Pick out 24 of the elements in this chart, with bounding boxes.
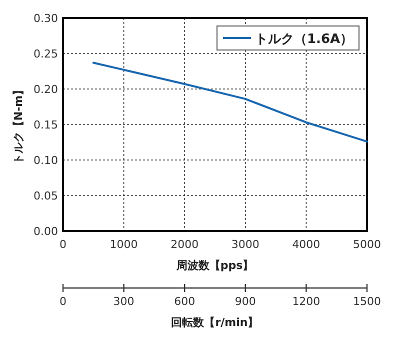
y-tick-label: 0.15 xyxy=(34,118,58,132)
x-axis-title: 周波数【pps】 xyxy=(175,259,254,272)
x-tick-label: 2000 xyxy=(170,238,199,251)
y-axis-title: トルク【N-m】 xyxy=(12,84,25,165)
x2-tick-label: 1200 xyxy=(292,295,320,308)
y-tick-label: 0.00 xyxy=(34,225,58,238)
y-tick-label: 0.25 xyxy=(34,48,58,60)
y-tick-label: 0.20 xyxy=(34,83,58,96)
x2-tick-label: 900 xyxy=(234,295,256,308)
x2-tick-label: 300 xyxy=(113,295,134,308)
y-tick-label: 0.30 xyxy=(34,12,58,25)
x2-axis-title: 回転数【r/min】 xyxy=(171,316,259,329)
x2-tick-label: 0 xyxy=(60,295,66,308)
x2-tick-label: 600 xyxy=(174,295,196,308)
y-tick-label: 0.10 xyxy=(34,154,58,167)
x2-tick-label: 1500 xyxy=(353,295,381,308)
x-tick-label: 3000 xyxy=(231,238,260,251)
legend-label: トルク（1.6A） xyxy=(255,32,354,47)
x-tick-label: 5000 xyxy=(353,238,381,251)
x-tick-label: 0 xyxy=(60,238,66,251)
line-series xyxy=(92,62,368,143)
x-tick-label: 1000 xyxy=(110,238,138,251)
x-tick-label: 4000 xyxy=(292,238,320,251)
y-tick-label: 0.05 xyxy=(34,190,58,202)
